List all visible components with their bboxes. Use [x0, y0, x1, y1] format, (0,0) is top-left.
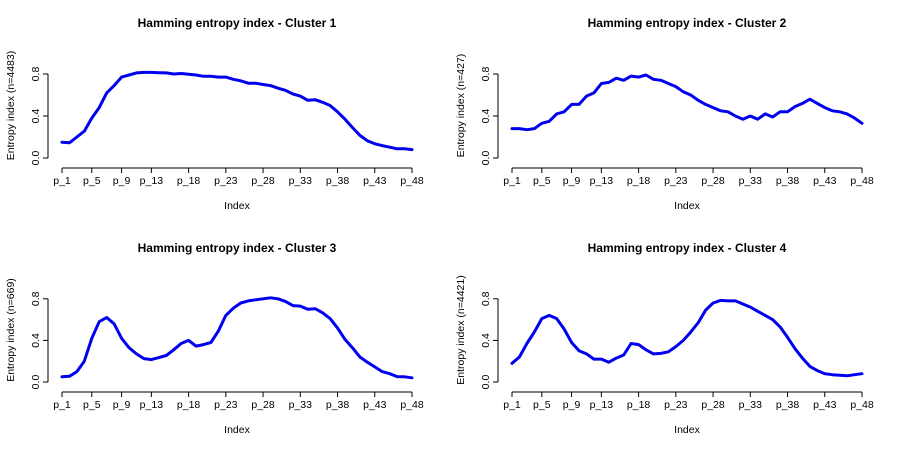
x-tick-label: p_9 [563, 175, 581, 187]
x-tick-label: p_5 [83, 399, 101, 411]
x-tick-label: p_23 [214, 175, 238, 187]
x-axis-label: Index [674, 424, 700, 436]
chart-title: Hamming entropy index - Cluster 4 [588, 241, 787, 255]
x-tick-label: p_33 [739, 399, 763, 411]
chart-panel-2: Hamming entropy index - Cluster 2 p_1 p_5 p… [455, 16, 874, 212]
y-tick-label: 0.8 [30, 291, 42, 306]
x-tick-label: p_43 [813, 175, 837, 187]
x-tick-label: p_43 [363, 175, 387, 187]
x-tick-label: p_1 [53, 399, 71, 411]
y-axis-label: Entropy index (n=4421) [455, 275, 467, 384]
chart-title: Hamming entropy index - Cluster 1 [138, 16, 337, 30]
x-tick-label: p_5 [533, 175, 551, 187]
chart-title: Hamming entropy index - Cluster 3 [138, 241, 337, 255]
x-tick-label: p_5 [83, 175, 101, 187]
x-tick-label: p_38 [326, 175, 350, 187]
x-tick-label: p_18 [627, 175, 651, 187]
x-tick-label: p_18 [177, 175, 201, 187]
x-tick-label: p_48 [400, 399, 424, 411]
x-tick-label: p_28 [701, 399, 725, 411]
x-tick-label: p_43 [363, 399, 387, 411]
x-tick-label: p_13 [590, 175, 614, 187]
y-tick-label: 0.4 [30, 109, 42, 124]
series-line [60, 296, 414, 380]
x-tick-label: p_9 [563, 399, 581, 411]
x-tick-label: p_5 [533, 399, 551, 411]
x-tick-label: p_13 [140, 399, 164, 411]
x-tick-label: p_43 [813, 399, 837, 411]
x-tick-label: p_23 [664, 175, 688, 187]
x-tick-label: p_1 [53, 175, 71, 187]
x-tick-label: p_38 [326, 399, 350, 411]
chart-panel-1: Hamming entropy index - Cluster 1 p_1 p_5 p… [5, 16, 424, 212]
x-tick-label: p_9 [113, 399, 131, 411]
y-tick-label: 0.4 [480, 109, 492, 124]
y-tick-label: 0.8 [480, 291, 492, 306]
x-tick-label: p_33 [289, 399, 313, 411]
y-axis-label: Entropy index (n=427) [455, 54, 467, 158]
chart-panel-4: Hamming entropy index - Cluster 4 p_1 p_5 p… [455, 241, 874, 436]
y-tick-label: 0.8 [30, 67, 42, 82]
x-tick-label: p_23 [664, 399, 688, 411]
x-tick-label: p_38 [776, 399, 800, 411]
x-tick-label: p_48 [850, 175, 874, 187]
chart-panel-3: Hamming entropy index - Cluster 3 p_1 p_5 p… [5, 241, 424, 436]
chart-title: Hamming entropy index - Cluster 2 [588, 16, 787, 30]
x-tick-label: p_13 [140, 175, 164, 187]
x-tick-label: p_28 [251, 175, 275, 187]
x-tick-label: p_33 [739, 175, 763, 187]
x-tick-label: p_48 [850, 399, 874, 411]
x-axis-label: Index [224, 424, 250, 436]
x-tick-label: p_28 [701, 175, 725, 187]
y-axis-label: Entropy index (n=669) [5, 278, 17, 382]
y-tick-label: 0.0 [30, 375, 42, 390]
y-tick-label: 0.0 [30, 151, 42, 166]
x-tick-label: p_28 [251, 399, 275, 411]
x-tick-label: p_38 [776, 175, 800, 187]
series-line [510, 298, 864, 378]
x-axis-label: Index [674, 200, 700, 212]
y-tick-label: 0.4 [480, 333, 492, 348]
x-tick-label: p_1 [503, 399, 521, 411]
x-tick-label: p_18 [177, 399, 201, 411]
y-axis-label: Entropy index (n=4483) [5, 51, 17, 160]
x-tick-label: p_9 [113, 175, 131, 187]
y-tick-label: 0.0 [480, 151, 492, 166]
x-tick-label: p_13 [590, 399, 614, 411]
x-tick-label: p_1 [503, 175, 521, 187]
y-tick-label: 0.8 [480, 67, 492, 82]
series-line [60, 70, 414, 152]
x-tick-label: p_23 [214, 399, 238, 411]
x-tick-label: p_18 [627, 399, 651, 411]
x-tick-label: p_33 [289, 175, 313, 187]
series-line [510, 73, 864, 132]
y-tick-label: 0.0 [480, 375, 492, 390]
x-tick-label: p_48 [400, 175, 424, 187]
y-tick-label: 0.4 [30, 333, 42, 348]
x-axis-label: Index [224, 200, 250, 212]
